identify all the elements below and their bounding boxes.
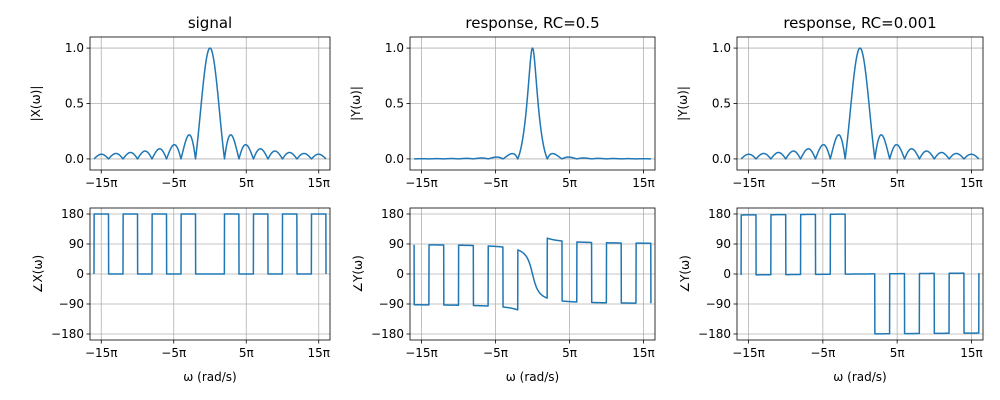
y-axis-label: |Y(ω)|: [349, 86, 363, 121]
series-line: [93, 213, 327, 275]
y-tick-label: 0: [76, 267, 84, 281]
y-tick-label: 1.0: [65, 41, 84, 55]
subplot-title: response, RC=0.5: [465, 14, 599, 32]
y-tick-label: 180: [381, 207, 404, 221]
series-line: [93, 47, 327, 160]
subplot-3: −15π −5π 5π 15π 0.0 0.5 1.0 response, RC=0.001 |…: [676, 14, 984, 190]
x-tick-label: −15π: [405, 176, 438, 190]
y-tick-label: 0: [396, 267, 404, 281]
x-tick-label: −5π: [161, 346, 186, 360]
y-tick-label: −180: [51, 327, 84, 341]
subplot-5: −15π −5π 5π 15π −180 −90 0 90 180 ∠Y(ω) ω (rad/s): [351, 207, 656, 384]
subplot-1: −15π −5π 5π 15π 0.0 0.5 1.0 signal |X(ω)|: [29, 14, 331, 190]
x-axis-label: ω (rad/s): [833, 370, 886, 384]
subplot-4: −15π −5π 5π 15π −180 −90 0 90 180 ∠X(ω) ω (rad/s): [31, 207, 331, 384]
y-tick-label: 0.0: [65, 152, 84, 166]
series-line: [740, 213, 980, 335]
x-tick-label: 15π: [632, 176, 655, 190]
y-tick-label: 0.5: [385, 97, 404, 111]
y-axis-label: ∠Y(ω): [351, 255, 365, 293]
x-tick-label: −15π: [405, 346, 438, 360]
y-tick-label: 90: [69, 237, 84, 251]
x-tick-label: −5π: [483, 346, 508, 360]
x-tick-label: 5π: [562, 346, 577, 360]
y-axis-label: |Y(ω)|: [676, 86, 690, 121]
x-tick-label: 5π: [890, 346, 905, 360]
y-tick-label: 0: [723, 267, 731, 281]
y-tick-label: −90: [379, 297, 404, 311]
series-line: [413, 47, 652, 160]
y-axis-label: |X(ω)|: [29, 86, 43, 122]
x-tick-label: −5π: [810, 176, 835, 190]
x-tick-label: 5π: [239, 346, 254, 360]
y-tick-label: 0.5: [712, 97, 731, 111]
x-tick-label: −15π: [85, 346, 118, 360]
x-tick-label: 5π: [890, 176, 905, 190]
y-tick-label: 0.0: [712, 152, 731, 166]
x-tick-label: −5π: [483, 176, 508, 190]
subplot-2: −15π −5π 5π 15π 0.0 0.5 1.0 response, RC=0.5 |Y(…: [349, 14, 656, 190]
y-tick-label: −180: [371, 327, 404, 341]
y-tick-label: 1.0: [712, 41, 731, 55]
x-tick-label: 15π: [307, 176, 330, 190]
x-tick-label: −15π: [85, 176, 118, 190]
y-tick-label: 90: [716, 237, 731, 251]
y-axis-label: ∠X(ω): [31, 255, 45, 293]
y-tick-label: −180: [698, 327, 731, 341]
x-tick-label: 15π: [632, 346, 655, 360]
subplot-title: response, RC=0.001: [783, 14, 936, 32]
x-tick-label: −15π: [732, 346, 765, 360]
x-tick-label: 15π: [307, 346, 330, 360]
y-tick-label: 180: [61, 207, 84, 221]
series-line: [740, 47, 980, 160]
y-tick-label: −90: [706, 297, 731, 311]
x-tick-label: 15π: [960, 176, 983, 190]
subplot-title: signal: [188, 14, 232, 32]
y-tick-label: 1.0: [385, 41, 404, 55]
series-line: [413, 237, 652, 311]
x-tick-label: 5π: [239, 176, 254, 190]
y-tick-label: 180: [708, 207, 731, 221]
y-tick-label: 0.0: [385, 152, 404, 166]
x-tick-label: −5π: [810, 346, 835, 360]
y-axis-label: ∠Y(ω): [678, 255, 692, 293]
x-tick-label: 15π: [960, 346, 983, 360]
x-tick-label: −5π: [161, 176, 186, 190]
x-tick-label: 5π: [562, 176, 577, 190]
x-axis-label: ω (rad/s): [183, 370, 236, 384]
x-axis-label: ω (rad/s): [506, 370, 559, 384]
y-tick-label: −90: [59, 297, 84, 311]
x-tick-label: −15π: [732, 176, 765, 190]
y-tick-label: 90: [389, 237, 404, 251]
y-tick-label: 0.5: [65, 97, 84, 111]
subplot-6: −15π −5π 5π 15π −180 −90 0 90 180 ∠Y(ω) ω (rad/s): [678, 207, 984, 384]
